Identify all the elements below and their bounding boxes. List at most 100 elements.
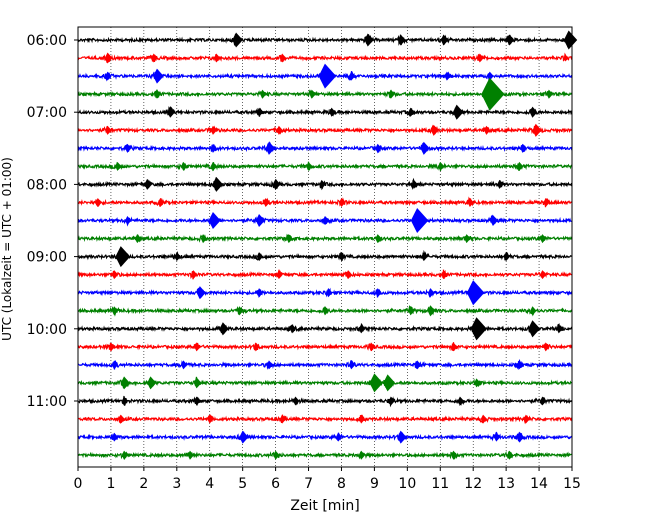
seismic-event (293, 396, 300, 406)
trace-line (77, 140, 573, 154)
trace-0630 (77, 63, 573, 89)
seismic-event (532, 123, 542, 137)
trace-0700 (77, 104, 573, 120)
trace-0745 (77, 161, 573, 172)
y-tick-label: 07:00 (27, 105, 67, 121)
seismic-event (339, 252, 346, 262)
seismic-event (325, 288, 333, 298)
seismic-event (388, 396, 395, 406)
y-axis-label: UTC (Lokalzeit = UTC + 01:00) (0, 157, 14, 341)
plot-frame (77, 26, 573, 468)
y-tick-label: 11:00 (27, 394, 67, 410)
x-tick-label: 11 (431, 476, 449, 492)
seismic-event (255, 213, 265, 228)
trace-1000 (77, 317, 573, 341)
seismic-event (397, 34, 406, 46)
seismic-event (451, 450, 458, 460)
y-tick-label: 06:00 (27, 33, 67, 49)
seismic-event (105, 125, 112, 135)
seismic-event (335, 432, 343, 442)
trace-line (77, 269, 573, 280)
trace-line (77, 52, 573, 63)
seismic-event (474, 378, 481, 388)
seismic-event (481, 77, 505, 111)
trace-0930 (77, 280, 573, 306)
trace-0900 (77, 246, 573, 268)
seismic-event (467, 197, 474, 208)
seismic-event (200, 234, 208, 244)
seismic-event (232, 32, 243, 48)
seismic-event (530, 306, 537, 316)
seismic-event (108, 342, 115, 352)
seismic-event (95, 197, 102, 208)
x-tick-label: 10 (398, 476, 416, 492)
seismic-event (322, 306, 330, 316)
x-tick-label: 12 (464, 476, 482, 492)
seismic-event (266, 360, 274, 370)
seismic-event (273, 450, 280, 460)
seismic-event (421, 252, 428, 262)
seismic-event (477, 53, 484, 63)
x-tick-label: 15 (563, 476, 581, 492)
seismic-event (253, 342, 260, 352)
trace-0715 (77, 123, 573, 137)
seismic-event (383, 374, 396, 392)
seismic-event (339, 197, 346, 208)
x-tick-label: 2 (139, 476, 148, 492)
seismic-event (358, 324, 366, 334)
seismic-event (118, 414, 125, 424)
seismic-event (543, 342, 550, 352)
seismic-event (546, 89, 553, 99)
seismic-event (437, 161, 445, 171)
x-tick-label: 8 (337, 476, 346, 492)
trace-1115 (77, 414, 573, 425)
seismic-event (208, 211, 221, 230)
seismic-event (358, 414, 366, 424)
seismic-event (329, 107, 336, 117)
seismic-event (121, 450, 129, 460)
seismic-event (319, 179, 326, 189)
seismic-event (151, 53, 158, 63)
seismic-event (556, 324, 563, 334)
trace-line (77, 233, 573, 243)
trace-0815 (77, 196, 573, 208)
seismic-event (194, 396, 201, 406)
seismic-event (464, 234, 471, 244)
x-tick-label: 5 (238, 476, 247, 492)
trace-1130 (77, 430, 573, 444)
seismic-event (348, 71, 356, 81)
seismic-event (105, 71, 112, 81)
y-tick-label: 09:00 (27, 250, 67, 266)
seismic-event (276, 270, 283, 280)
x-tick-label: 7 (304, 476, 313, 492)
seismic-event (503, 252, 511, 262)
seismic-event (318, 63, 337, 89)
trace-0730 (77, 140, 573, 155)
seismic-event (516, 360, 524, 370)
seismic-event (375, 143, 382, 153)
seismic-event (506, 34, 515, 46)
seismic-event (520, 143, 527, 153)
seismic-event (260, 89, 267, 99)
trace-line (77, 431, 573, 443)
trace-line (77, 196, 573, 208)
seismic-event (540, 396, 547, 406)
trace-0830 (77, 207, 573, 234)
trace-0845 (77, 233, 573, 244)
seismic-event (470, 317, 487, 341)
seismic-event (441, 270, 448, 280)
seismic-event (187, 450, 195, 460)
trace-0600 (77, 30, 578, 50)
seismic-event (408, 306, 415, 316)
x-tick-label: 3 (172, 476, 181, 492)
seismic-event (272, 178, 281, 190)
trace-line (77, 161, 573, 172)
x-tick-label: 9 (370, 476, 379, 492)
trace-1145 (77, 450, 573, 460)
seismic-event (210, 125, 218, 135)
seismic-event (348, 360, 356, 370)
seismic-event (239, 430, 249, 444)
seismic-event (397, 430, 407, 444)
seismic-event (430, 124, 439, 136)
trace-line (77, 450, 573, 460)
